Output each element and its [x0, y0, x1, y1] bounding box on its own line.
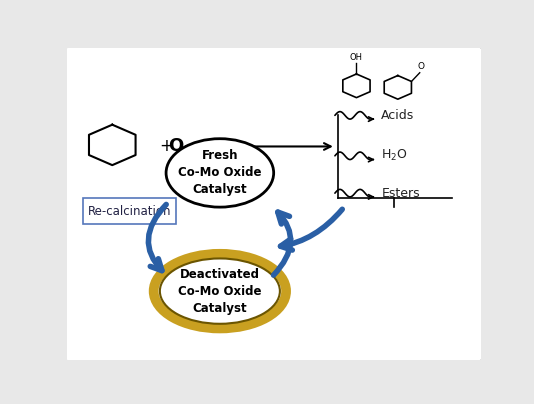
Text: Deactivated
Co-Mo Oxide
Catalyst: Deactivated Co-Mo Oxide Catalyst — [178, 267, 262, 315]
Text: Re-calcination: Re-calcination — [88, 205, 172, 218]
Ellipse shape — [154, 254, 286, 328]
Text: O: O — [417, 62, 424, 71]
FancyBboxPatch shape — [83, 198, 176, 224]
Text: Fresh
Co-Mo Oxide
Catalyst: Fresh Co-Mo Oxide Catalyst — [178, 149, 262, 196]
Text: $\mathrm{H_2O}$: $\mathrm{H_2O}$ — [381, 148, 408, 163]
Text: Esters: Esters — [381, 187, 420, 200]
Ellipse shape — [160, 259, 280, 324]
Text: Acids: Acids — [381, 109, 414, 122]
Ellipse shape — [166, 139, 274, 207]
Text: +: + — [160, 137, 179, 156]
Text: OH: OH — [350, 53, 363, 62]
Text: $\mathbf{O_2}$: $\mathbf{O_2}$ — [168, 137, 193, 156]
FancyBboxPatch shape — [62, 45, 485, 363]
